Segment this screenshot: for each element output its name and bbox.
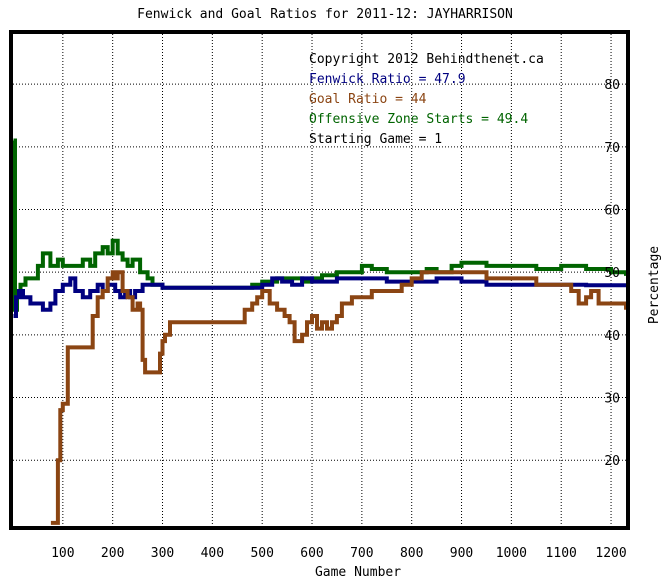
y-tick-label: 70	[604, 141, 620, 156]
x-tick-label: 700	[350, 546, 373, 561]
x-tick-label: 1100	[546, 546, 577, 561]
x-tick-labels: 100 200 300 400 500 600 700 800 900 1000 1100 1200	[51, 546, 627, 561]
y-axis-label: Percentage	[647, 246, 662, 324]
y-tick-label: 30	[604, 392, 620, 407]
x-axis-label: Game Number	[315, 565, 401, 580]
x-tick-label: 800	[400, 546, 423, 561]
y-tick-label: 80	[604, 78, 620, 93]
series-layer	[13, 138, 626, 525]
x-tick-label: 300	[151, 546, 174, 561]
chart-title: Fenwick and Goal Ratios for 2011-12: JAY…	[137, 7, 513, 22]
annotation-line: Goal Ratio = 44	[309, 92, 427, 107]
legend-annotations: Copyright 2012 Behindthenet.ca Fenwick Ra…	[309, 52, 544, 147]
x-tick-label: 500	[250, 546, 273, 561]
y-tick-label: 60	[604, 203, 620, 218]
x-tick-label: 1200	[595, 546, 626, 561]
x-tick-label: 200	[101, 546, 124, 561]
annotation-line: Offensive Zone Starts = 49.4	[309, 112, 528, 127]
y-tick-label: 50	[604, 266, 620, 281]
x-tick-label: 100	[51, 546, 74, 561]
y-tick-labels: 20 30 40 50 60 70 80	[604, 78, 620, 469]
annotation-line: Fenwick Ratio = 47.9	[309, 72, 466, 87]
y-tick-label: 20	[604, 454, 620, 469]
y-tick-label: 40	[604, 329, 620, 344]
x-tick-label: 1000	[496, 546, 527, 561]
series-line-1	[13, 276, 626, 318]
x-tick-label: 900	[450, 546, 473, 561]
series-line-2	[50, 270, 626, 525]
plot-frame	[9, 30, 630, 530]
annotation-line: Starting Game = 1	[309, 132, 442, 147]
annotation-line: Copyright 2012 Behindthenet.ca	[309, 52, 544, 67]
x-tick-label: 400	[201, 546, 224, 561]
x-tick-label: 600	[300, 546, 323, 561]
